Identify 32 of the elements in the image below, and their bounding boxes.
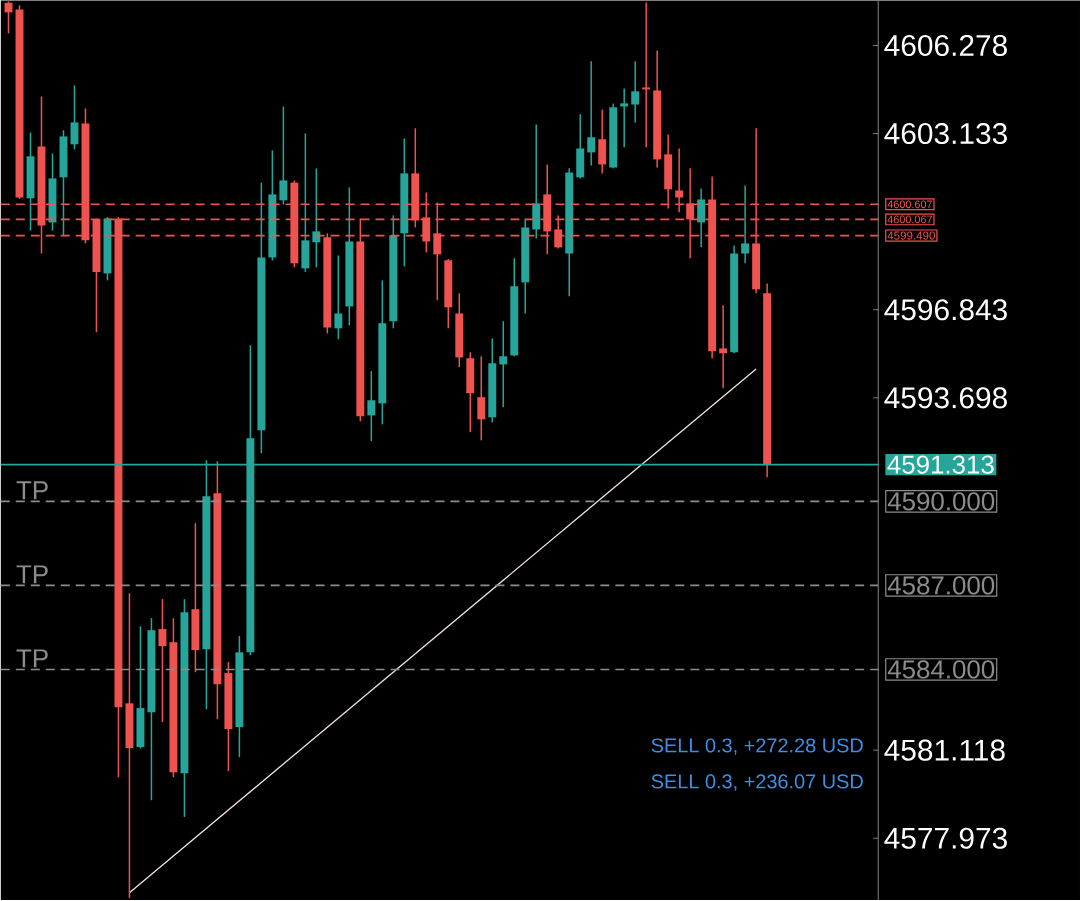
ref-line-label: 4600.067 (887, 215, 932, 224)
candlestick (631, 60, 640, 124)
ref-line-label: 4584.000 (887, 660, 995, 679)
candlestick (158, 598, 167, 724)
ref-line-label: 4600.607 (887, 200, 932, 209)
candlestick (367, 370, 376, 443)
ref-line-label: 4587.000 (887, 576, 995, 595)
y-tick-label: 4606.278 (884, 35, 1007, 57)
candlestick (334, 254, 343, 341)
candlestick (477, 355, 486, 442)
candlestick (741, 184, 750, 265)
annotation: TP (16, 481, 48, 500)
y-tick-label: 4596.843 (884, 299, 1007, 321)
annotation: SELL 0.3, +272.28 USD (651, 738, 863, 756)
candlestick (499, 320, 508, 409)
ref-line-label: 4591.313 (887, 455, 994, 474)
y-tick-label: 4577.973 (884, 827, 1007, 850)
candlestick (620, 88, 629, 149)
y-tick-label: 4603.133 (884, 123, 1007, 145)
y-tick-label: 4581.118 (884, 739, 1005, 761)
candlestick (642, 2, 651, 149)
candlestick (719, 304, 728, 390)
candlestick (587, 60, 596, 167)
candlestick (697, 188, 706, 249)
annotation: SELL 0.3, +236.07 USD (651, 774, 863, 792)
ref-line-label: 4599.490 (887, 231, 935, 240)
annotation: TP (16, 649, 48, 668)
ref-line-label: 4590.000 (887, 492, 995, 511)
candlestick (279, 105, 288, 206)
y-tick-label: 4593.698 (884, 387, 1007, 409)
annotation: TP (16, 565, 48, 584)
candlestick (312, 167, 321, 269)
